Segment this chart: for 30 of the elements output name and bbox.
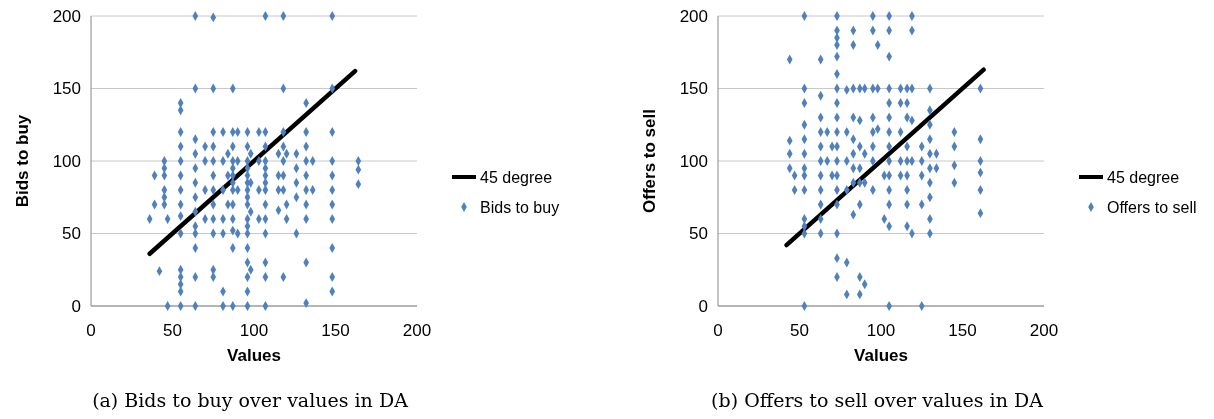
y-tick-label: 50 [689,224,708,244]
text: (a) Bids to buy over values in DA [92,389,409,411]
x-tick-label: 100 [239,321,269,340]
y-tick-label: 50 [62,224,81,244]
y-axis-title: Bids to buy [13,114,32,208]
x-axis-title: Values [854,346,908,365]
y-tick-label: 0 [698,296,708,316]
y-tick-label: 150 [52,79,81,99]
x-tick-label: 200 [402,321,432,340]
x-tick-label: 200 [1029,321,1059,340]
y-tick-label: 0 [71,296,81,316]
text: (b) Offers to sell over values in DA [711,389,1044,411]
legend-label: Bids to buy [480,198,560,216]
x-axis-title: Values [227,346,281,365]
x-tick-label: 0 [713,321,723,340]
y-axis-title: Offers to sell [640,109,659,213]
legend-label: Offers to sell [1107,198,1197,216]
x-tick-label: 50 [790,321,809,340]
y-tick-label: 200 [679,6,708,26]
y-tick-label: 150 [679,79,708,99]
x-tick-label: 0 [86,321,96,340]
y-tick-label: 100 [679,151,708,171]
legend-label: 45 degree [1107,168,1180,186]
x-tick-label: 100 [866,321,896,340]
y-tick-label: 100 [52,151,81,171]
legend-label: 45 degree [480,168,553,186]
y-tick-label: 200 [52,6,81,26]
x-tick-label: 50 [163,321,182,340]
x-tick-label: 150 [321,321,350,340]
x-tick-label: 150 [948,321,977,340]
